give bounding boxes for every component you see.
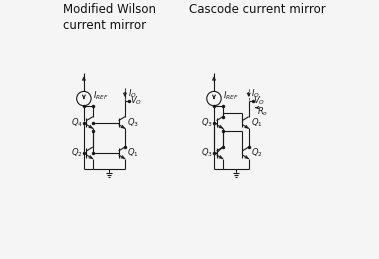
- Text: Cascode current mirror: Cascode current mirror: [190, 3, 326, 16]
- Text: $I_{REF}$: $I_{REF}$: [93, 90, 109, 102]
- Text: $Q_1$: $Q_1$: [251, 116, 262, 129]
- Text: $I_O$: $I_O$: [251, 87, 260, 100]
- Text: $Q_3$: $Q_3$: [201, 116, 213, 129]
- Text: Modified Wilson
current mirror: Modified Wilson current mirror: [63, 3, 156, 32]
- Text: $V_O$: $V_O$: [130, 95, 142, 107]
- Text: $Q_2$: $Q_2$: [251, 147, 263, 159]
- Text: $V_O$: $V_O$: [253, 95, 265, 107]
- Text: $Q_1$: $Q_1$: [127, 147, 139, 159]
- Text: $Q_3$: $Q_3$: [127, 116, 139, 129]
- Text: $Q_2$: $Q_2$: [71, 147, 83, 159]
- Text: $R_o$: $R_o$: [257, 105, 268, 118]
- Text: $I_{REF}$: $I_{REF}$: [223, 90, 239, 102]
- Text: $I_O$: $I_O$: [127, 87, 136, 100]
- Text: $Q_3$: $Q_3$: [201, 147, 213, 159]
- Text: $Q_4$: $Q_4$: [70, 116, 83, 129]
